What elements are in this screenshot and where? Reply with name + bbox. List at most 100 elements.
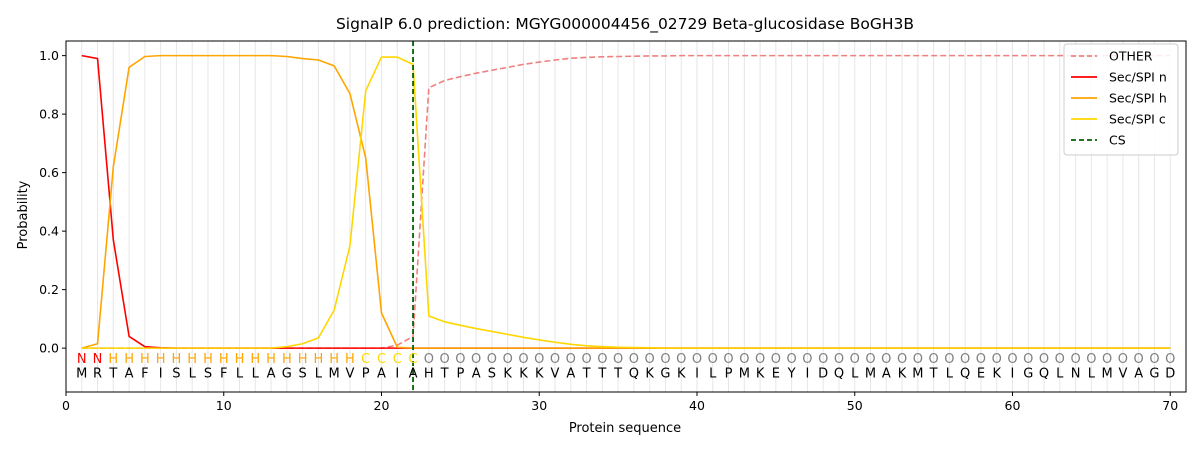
predicted-label: O — [913, 352, 923, 367]
residue-letter: K — [898, 366, 907, 381]
residue-letter: Y — [787, 366, 796, 381]
predicted-label: O — [424, 352, 434, 367]
predicted-label: O — [660, 352, 670, 367]
residue-letter: G — [1149, 366, 1159, 381]
predicted-label: O — [771, 352, 781, 367]
residue-letter: E — [977, 366, 985, 381]
predicted-label: O — [1149, 352, 1159, 367]
residue-letter: T — [582, 366, 591, 381]
x-tick-label: 60 — [1005, 398, 1021, 413]
predicted-label: O — [455, 352, 465, 367]
residue-letter: S — [298, 366, 306, 381]
residue-letter: F — [220, 366, 227, 381]
residue-letter: M — [329, 366, 340, 381]
residue-letter: K — [535, 366, 544, 381]
residue-letter: A — [882, 366, 891, 381]
predicted-label: O — [834, 352, 844, 367]
predicted-label: H — [187, 352, 197, 367]
residue-letter: K — [519, 366, 528, 381]
residue-letter: D — [1165, 366, 1175, 381]
predicted-label: O — [676, 352, 686, 367]
predicted-label: O — [645, 352, 655, 367]
x-tick-label: 0 — [62, 398, 70, 413]
residue-letter: P — [362, 366, 370, 381]
x-tick-label: 70 — [1162, 398, 1178, 413]
residue-letter: K — [645, 366, 654, 381]
predicted-label: O — [1039, 352, 1049, 367]
residue-letter: Q — [834, 366, 844, 381]
predicted-label: O — [944, 352, 954, 367]
residue-letter: A — [125, 366, 134, 381]
predicted-label: H — [235, 352, 245, 367]
predicted-label: O — [1165, 352, 1175, 367]
legend-entry: OTHER — [1109, 49, 1153, 64]
residue-letter: M — [1102, 366, 1113, 381]
predicted-label: O — [992, 352, 1002, 367]
y-tick-label: 1.0 — [39, 48, 59, 63]
predicted-label: O — [1086, 352, 1096, 367]
residue-letter: F — [141, 366, 148, 381]
y-tick-label: 0.2 — [39, 282, 59, 297]
residue-letter: T — [929, 366, 938, 381]
predicted-label: H — [140, 352, 150, 367]
predicted-label: O — [487, 352, 497, 367]
residue-letter: K — [677, 366, 686, 381]
residue-letter: P — [456, 366, 464, 381]
x-axis-label: Protein sequence — [569, 421, 681, 436]
residue-letter: A — [409, 366, 418, 381]
predicted-label: O — [503, 352, 513, 367]
legend-entry: Sec/SPI c — [1109, 112, 1166, 127]
x-tick-label: 30 — [531, 398, 547, 413]
residue-letter: G — [282, 366, 292, 381]
residue-letter: A — [566, 366, 575, 381]
x-tick-label: 50 — [847, 398, 863, 413]
legend-entry: Sec/SPI n — [1109, 70, 1167, 85]
predicted-label: H — [266, 352, 276, 367]
legend-entry: Sec/SPI h — [1109, 91, 1167, 106]
residue-letter: L — [236, 366, 244, 381]
residue-letter: M — [739, 366, 750, 381]
predicted-label: H — [172, 352, 182, 367]
residue-letter: M — [912, 366, 923, 381]
legend-entry: CS — [1109, 133, 1126, 148]
predicted-label: H — [108, 352, 118, 367]
residue-letter: K — [992, 366, 1001, 381]
residue-letter: V — [551, 366, 560, 381]
predicted-label: O — [739, 352, 749, 367]
predicted-label: H — [345, 352, 355, 367]
predicted-label: O — [692, 352, 702, 367]
y-tick-label: 0.4 — [39, 224, 59, 239]
x-tick-label: 20 — [374, 398, 390, 413]
predicted-label: O — [534, 352, 544, 367]
residue-letter: A — [267, 366, 276, 381]
predicted-label: N — [93, 352, 103, 367]
predicted-label: O — [928, 352, 938, 367]
residue-letter: M — [865, 366, 876, 381]
predicted-label: O — [1055, 352, 1065, 367]
x-tick-label: 10 — [216, 398, 232, 413]
residue-letter: T — [597, 366, 606, 381]
residue-letter: I — [395, 366, 399, 381]
predicted-label: O — [881, 352, 891, 367]
predicted-label: O — [787, 352, 797, 367]
residue-letter: Q — [629, 366, 639, 381]
residue-letter: I — [695, 366, 699, 381]
residue-letter: A — [1134, 366, 1143, 381]
predicted-label: C — [377, 352, 386, 367]
residue-letter: Q — [960, 366, 970, 381]
predicted-label: O — [1070, 352, 1080, 367]
predicted-label: O — [755, 352, 765, 367]
residue-letter: M — [76, 366, 87, 381]
y-axis-label: Probability — [16, 180, 31, 249]
predicted-label: O — [597, 352, 607, 367]
residue-letter: E — [772, 366, 780, 381]
predicted-label: C — [409, 352, 418, 367]
residue-letter: L — [851, 366, 859, 381]
predicted-label: O — [1118, 352, 1128, 367]
residue-letter: V — [1118, 366, 1127, 381]
residue-letter: L — [189, 366, 197, 381]
predicted-label: O — [1102, 352, 1112, 367]
y-tick-label: 0.0 — [39, 341, 59, 356]
residue-letter: H — [424, 366, 434, 381]
residue-letter: G — [660, 366, 670, 381]
